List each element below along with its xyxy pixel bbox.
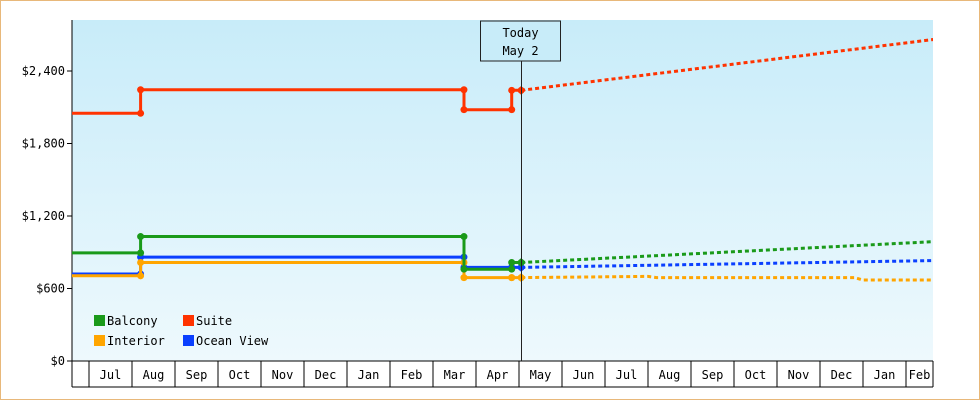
data-point xyxy=(460,265,468,273)
data-point xyxy=(460,106,468,114)
x-tick-label: Apr xyxy=(487,368,509,382)
x-tick-label: Jul xyxy=(100,368,122,382)
data-point xyxy=(137,109,145,117)
legend: Balcony Suite Interior Ocean View xyxy=(94,314,269,348)
x-tick-label: Sep xyxy=(702,368,724,382)
x-tick-label: Dec xyxy=(831,368,853,382)
data-point xyxy=(508,274,516,282)
y-tick-label: $2,400 xyxy=(22,64,65,78)
today-date: May 2 xyxy=(502,44,538,58)
x-tick-label: Nov xyxy=(788,368,810,382)
data-point xyxy=(508,265,516,273)
data-point xyxy=(460,274,468,282)
legend-swatch xyxy=(183,335,194,346)
x-tick-label: Aug xyxy=(659,368,681,382)
today-label: Today xyxy=(502,26,538,40)
x-tick-label: Dec xyxy=(315,368,337,382)
y-tick-label: $1,200 xyxy=(22,209,65,223)
x-tick-label: Oct xyxy=(229,368,251,382)
x-tick-label: Nov xyxy=(272,368,294,382)
data-point xyxy=(460,86,468,94)
x-tick-label: May xyxy=(530,368,552,382)
today-label-box xyxy=(480,20,561,62)
today-marker: Today May 2 xyxy=(480,20,561,361)
x-tick-label: Jan xyxy=(874,368,896,382)
data-point xyxy=(508,106,516,114)
legend-swatch xyxy=(94,335,105,346)
x-tick-label: Oct xyxy=(745,368,767,382)
data-point xyxy=(137,249,145,257)
x-tick-label: Mar xyxy=(444,368,466,382)
data-point xyxy=(137,233,145,241)
plot-area xyxy=(72,20,933,361)
x-tick-label: Jun xyxy=(573,368,595,382)
series-forecast-line xyxy=(521,274,933,282)
y-axis: $0 $600 $1,200 $1,800 $2,400 xyxy=(22,20,73,387)
x-tick-label: Sep xyxy=(186,368,208,382)
y-tick-label: $1,800 xyxy=(22,137,65,151)
y-tick-label: $0 xyxy=(51,354,65,368)
data-point xyxy=(460,233,468,241)
legend-swatch xyxy=(183,315,194,326)
data-point xyxy=(508,86,516,94)
legend-label: Interior xyxy=(107,334,165,348)
x-tick-label: Feb xyxy=(401,368,423,382)
legend-label: Balcony xyxy=(107,314,158,328)
data-point xyxy=(508,259,516,267)
series-forecast-line xyxy=(521,240,933,264)
legend-label: Suite xyxy=(196,314,232,328)
series-lines xyxy=(72,38,933,283)
legend-label: Ocean View xyxy=(196,334,269,348)
data-point xyxy=(137,272,145,280)
x-tick-label: Feb xyxy=(909,368,931,382)
legend-swatch xyxy=(94,315,105,326)
series-forecast-line xyxy=(521,259,933,269)
x-tick-label: Jul xyxy=(616,368,638,382)
x-axis: Jul Aug Sep Oct Nov Dec Jan Feb Mar Apr May Jun Jul A… xyxy=(72,360,934,388)
x-tick-label: Aug xyxy=(143,368,165,382)
data-point xyxy=(137,86,145,94)
data-point xyxy=(137,259,145,267)
x-tick-label: Jan xyxy=(358,368,380,382)
y-tick-label: $600 xyxy=(36,282,65,296)
